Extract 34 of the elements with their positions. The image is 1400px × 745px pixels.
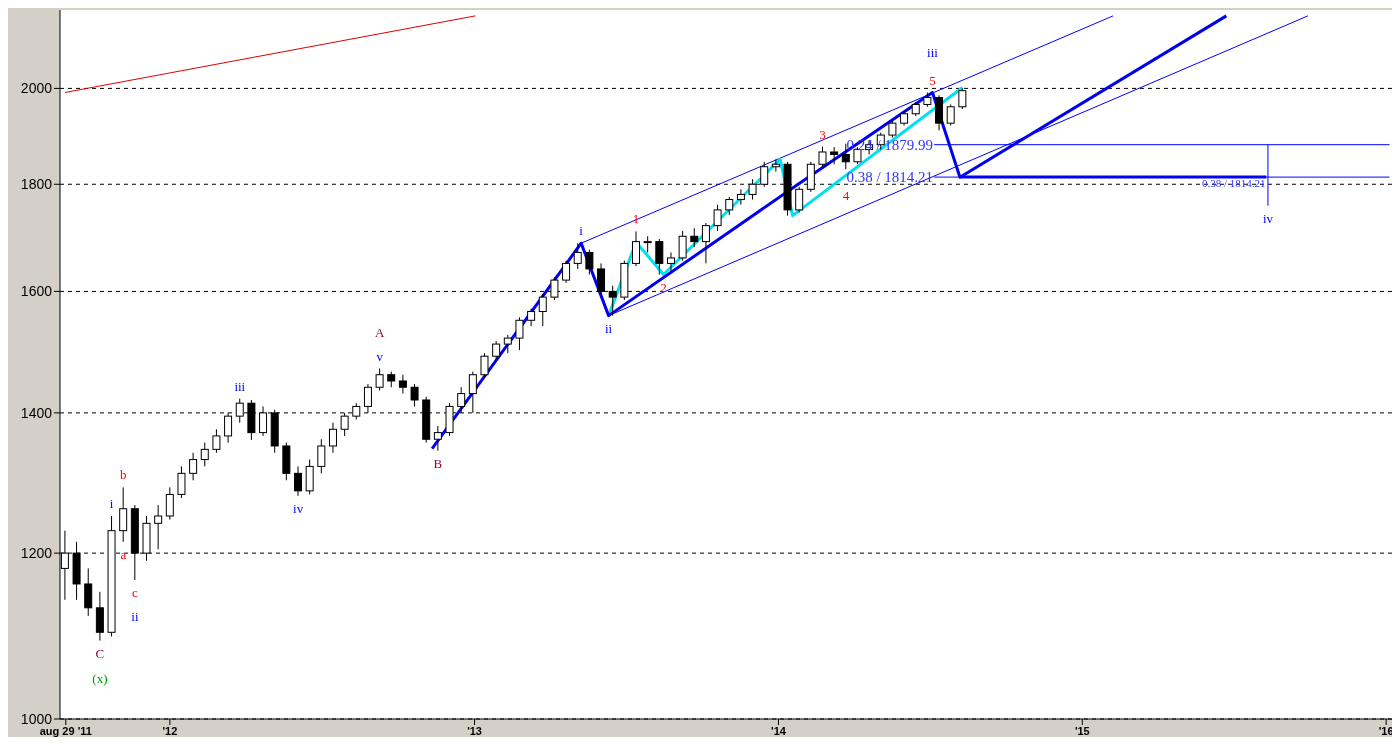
annotation: b — [120, 467, 127, 483]
y-tick-label: 1600 — [20, 283, 53, 300]
x-tick-label: '15 — [1074, 724, 1090, 737]
annotation: iv — [1262, 210, 1274, 226]
y-tick-label: 1200 — [20, 545, 53, 562]
annotation: ii — [605, 320, 613, 336]
annotation: v — [376, 348, 384, 364]
y-tick-label: 1000 — [20, 710, 53, 727]
x-tick-label: '13 — [467, 724, 483, 737]
annotation: a — [120, 547, 127, 563]
annotation: iii — [927, 44, 939, 60]
annotation: A — [374, 324, 385, 340]
annotation: 0.38 / 1814.21 — [846, 169, 934, 186]
annotation: ii — [131, 609, 139, 625]
x-tick-label: '12 — [162, 724, 178, 737]
x-tick-label: aug 29 '11 — [39, 724, 92, 737]
annotation: C — [95, 645, 105, 661]
y-tick-label: 1800 — [20, 176, 53, 193]
annotation: i — [109, 495, 114, 511]
annotation: 4 — [842, 188, 850, 204]
annotation: 3 — [819, 126, 826, 142]
annotation: c — [132, 585, 139, 601]
annotation: (x) — [92, 671, 108, 687]
annotation: 2 — [660, 279, 667, 295]
y-tick-label: 1400 — [20, 404, 53, 421]
annotation: iv — [293, 501, 304, 517]
annotation: i — [579, 223, 584, 239]
annotation: 5 — [929, 72, 936, 88]
annotation: B — [433, 455, 443, 471]
annotation: 1 — [632, 211, 640, 227]
annotation: iii — [234, 378, 246, 394]
y-tick-label: 2000 — [20, 80, 53, 97]
annotation: 0.38 / 1814.21 — [1201, 177, 1266, 190]
x-tick-label: '14 — [771, 724, 787, 737]
